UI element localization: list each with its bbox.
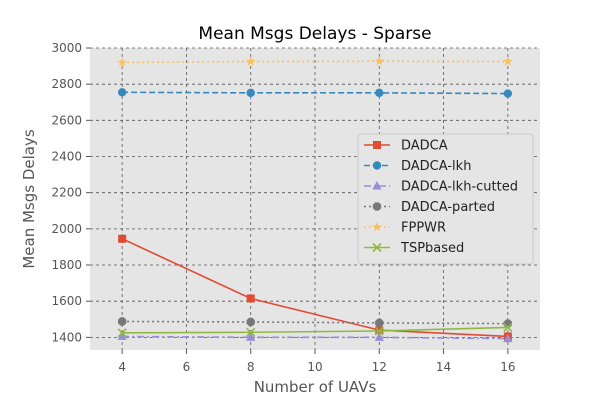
series-line-dadca-lkh bbox=[122, 91, 508, 95]
data-point-dadca-lkh bbox=[246, 88, 255, 98]
data-point-dadca-lkh-cutted bbox=[117, 331, 127, 340]
y-tick-label: 1600 bbox=[51, 294, 82, 308]
data-point-tspbased bbox=[246, 327, 256, 337]
legend-label-fppwr: FPPWR bbox=[401, 221, 446, 236]
x-tick-label: 16 bbox=[500, 360, 515, 374]
y-tick-label: 2400 bbox=[51, 150, 82, 164]
series-dadca-lkh-cutted bbox=[117, 331, 513, 343]
y-tick-label: 2000 bbox=[51, 222, 82, 236]
legend-label-dadca-lkh-cutted: DADCA-lkh-cutted bbox=[401, 180, 518, 195]
x-tick-label: 12 bbox=[372, 360, 387, 374]
data-point-tspbased bbox=[503, 322, 513, 332]
data-point-dadca bbox=[118, 234, 127, 243]
y-tick-label: 2200 bbox=[51, 186, 82, 200]
y-tick-label: 3000 bbox=[51, 41, 82, 55]
x-axis-label: Number of UAVs bbox=[254, 378, 377, 396]
series-line-dadca-lkh-cutted bbox=[122, 335, 508, 340]
data-point-fppwr bbox=[245, 56, 256, 66]
legend-item-dadca: DADCA bbox=[364, 139, 448, 154]
data-point-dadca-lkh bbox=[503, 89, 513, 98]
legend-marker-dadca-lkh-cutted bbox=[372, 181, 382, 190]
legend-marker-dadca-parted bbox=[372, 202, 382, 211]
series-fppwr bbox=[117, 56, 513, 67]
legend: DADCA DADCA-lkh DADCA-lkh-cutted DADCA-part… bbox=[357, 133, 534, 265]
data-point-dadca bbox=[246, 294, 255, 303]
data-point-fppwr bbox=[117, 57, 127, 67]
legend-item-dadca-lkh: DADCA-lkh bbox=[364, 159, 471, 174]
data-point-dadca-lkh-cutted bbox=[246, 332, 256, 341]
legend-item-fppwr: FPPWR bbox=[364, 221, 446, 236]
data-point-fppwr bbox=[503, 56, 513, 66]
x-tick-label: 8 bbox=[247, 360, 255, 374]
legend-label-dadca-lkh: DADCA-lkh bbox=[401, 159, 471, 174]
series-lines bbox=[117, 56, 513, 343]
chart-title: Mean Msgs Delays - Sparse bbox=[198, 24, 431, 44]
series-line-tspbased bbox=[122, 326, 508, 334]
legend-label-dadca: DADCA bbox=[401, 139, 448, 154]
legend-item-tspbased: TSPbased bbox=[364, 241, 464, 256]
data-point-fppwr bbox=[374, 56, 385, 66]
data-point-dadca-lkh bbox=[117, 88, 127, 97]
legend-marker-dadca-lkh bbox=[372, 161, 382, 170]
data-point-dadca-lkh bbox=[375, 88, 384, 98]
legend-box bbox=[357, 133, 534, 265]
x-tick-label: 14 bbox=[436, 360, 451, 374]
axis-ticks: 4 6 8 10 12 14 16 1400 1600 1800 2000 2200 2400 2600 2… bbox=[51, 41, 515, 374]
x-tick-label: 6 bbox=[183, 360, 191, 374]
y-tick-label: 2800 bbox=[51, 77, 82, 91]
data-point-dadca-parted bbox=[117, 317, 127, 326]
legend-label-tspbased: TSPbased bbox=[400, 241, 464, 256]
series-line-dadca bbox=[121, 238, 508, 338]
data-point-dadca-parted bbox=[246, 317, 255, 327]
x-tick-label: 10 bbox=[307, 360, 322, 374]
legend-marker-fppwr bbox=[372, 222, 382, 232]
series-dadca-lkh bbox=[117, 88, 513, 98]
data-point-dadca-lkh-cutted bbox=[374, 332, 384, 341]
legend-marker-dadca bbox=[373, 141, 381, 149]
x-tick-label: 4 bbox=[118, 360, 126, 374]
legend-marker-tspbased bbox=[372, 242, 382, 253]
series-line-fppwr bbox=[122, 60, 508, 64]
legend-item-dadca-parted: DADCA-parted bbox=[364, 200, 495, 215]
data-point-tspbased bbox=[117, 328, 127, 338]
series-line-dadca-parted bbox=[122, 320, 508, 325]
y-tick-label: 1400 bbox=[51, 330, 82, 344]
legend-item-dadca-lkh-cutted: DADCA-lkh-cutted bbox=[364, 180, 518, 195]
y-tick-label: 1800 bbox=[51, 258, 82, 272]
data-point-dadca-parted bbox=[375, 318, 384, 328]
data-point-dadca-lkh-cutted bbox=[503, 333, 513, 343]
y-axis-label: Mean Msgs Delays bbox=[20, 129, 38, 269]
legend-label-dadca-parted: DADCA-parted bbox=[401, 200, 495, 215]
data-point-tspbased bbox=[374, 326, 384, 336]
series-tspbased bbox=[117, 322, 513, 338]
y-tick-label: 2600 bbox=[51, 113, 82, 127]
